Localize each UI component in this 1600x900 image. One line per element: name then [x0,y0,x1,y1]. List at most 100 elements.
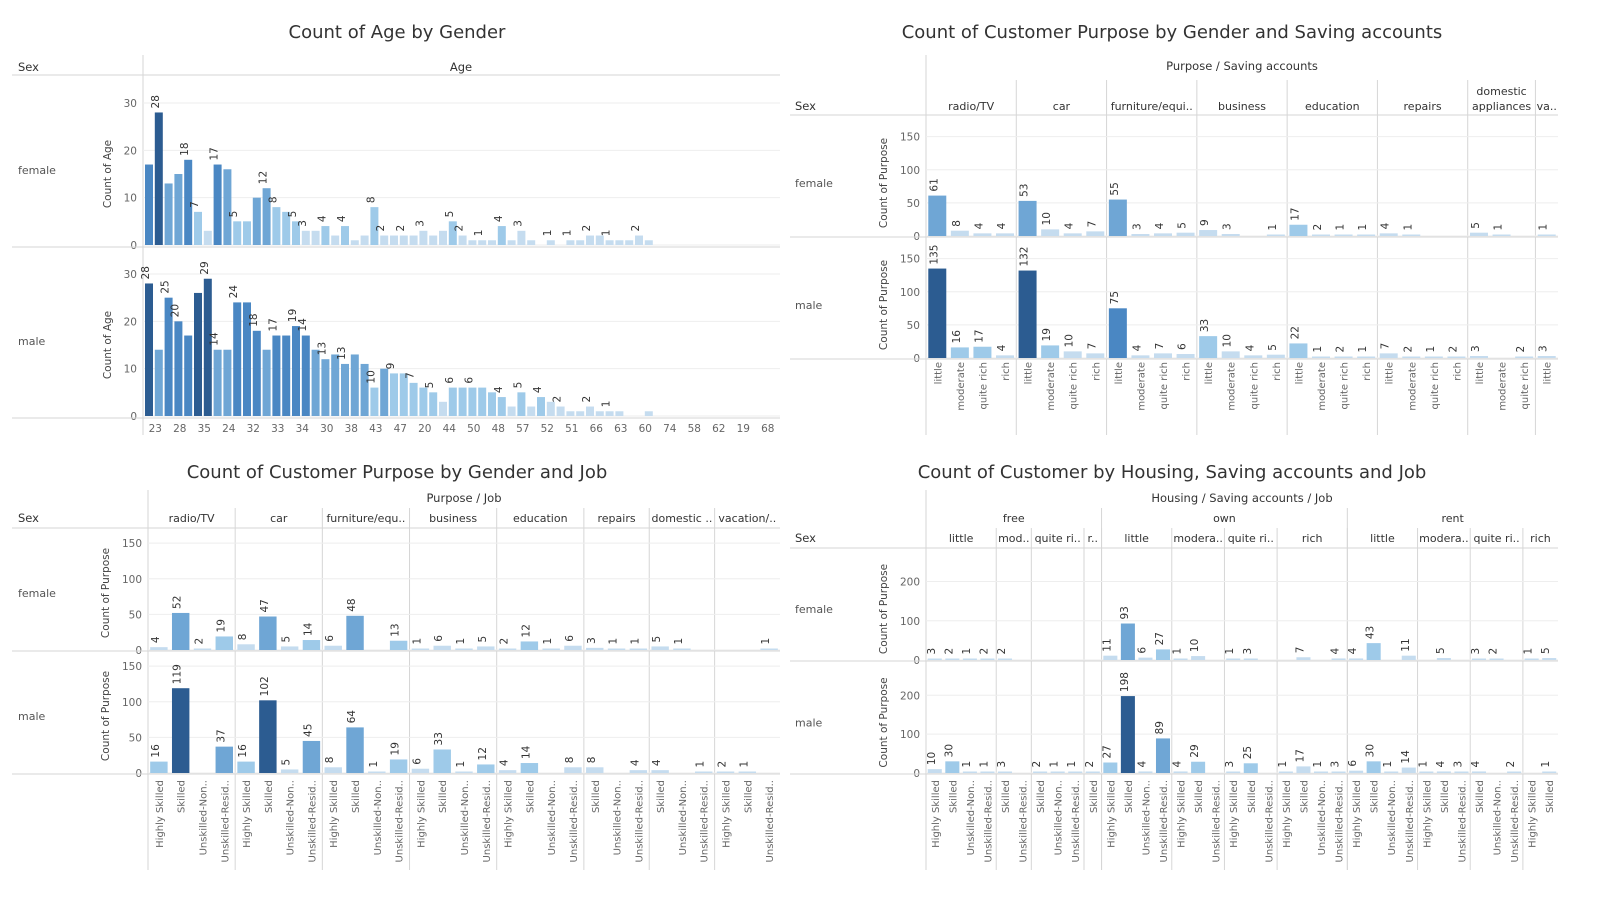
group-header: quite ri.. [1228,532,1274,545]
data-label-male: 4 [499,759,511,766]
x-tick-label: Skilled [438,780,449,813]
data-label-male: 4 [651,759,663,766]
age-by-gender-panel: Count of Age by Gender Sex Age female 0 10 20 3… [0,0,790,440]
data-label-male: 14 [1400,750,1412,764]
data-label-male: 7 [1154,343,1166,350]
x-tick-label: Unskilled-Resid.. [700,780,711,862]
bar-male [468,387,477,416]
bar-female [478,240,487,245]
bar-female [223,169,232,245]
data-label-male: 2 [1335,346,1347,353]
bar-male [1050,771,1065,773]
data-label-female: 1 [411,638,423,645]
bar-male [738,771,757,773]
bar-male [302,740,321,773]
x-tick-label: Unskilled-Non.. [1054,780,1065,855]
bar-female [282,211,291,245]
data-label-male: 132 [1019,247,1031,267]
bar-male [1331,771,1346,773]
bar-female [950,230,969,236]
bar-female [673,648,691,650]
data-label-male: 9 [385,363,397,370]
bar-female [237,644,255,650]
bar-male [507,406,516,416]
x-tick-label: Unskilled-Resid.. [220,780,231,862]
data-label-male: 19 [287,309,299,322]
bar-female [1492,234,1511,236]
y-axis-male-label: Count of Age [102,311,114,379]
bar-male [556,406,565,416]
bar-male [1086,353,1105,358]
bar-male [1120,696,1135,773]
bar-female [1120,623,1135,660]
y-axis-male-tick: 30 [124,269,137,281]
bar-female [477,646,495,650]
bar-female [945,658,960,660]
row-label-male: male [18,335,46,348]
x-tick-label: moderate [956,362,967,411]
bar-male [945,761,960,773]
bar-female [1357,234,1376,236]
bar-female [370,207,379,245]
bar-female [1018,200,1037,236]
data-label-female: 5 [1540,647,1552,654]
bar-female [1537,234,1556,236]
x-tick-label: Unskilled-Non.. [547,780,558,855]
row-label-male: male [795,299,823,312]
x-tick-label: Highly Skilled [242,780,253,848]
data-label-male: 6 [463,377,475,384]
x-tick-label: little [1024,362,1035,384]
x-tick-label: Skilled [1124,780,1135,813]
bar-female [1334,234,1353,236]
x-tick-label: 35 [198,423,211,435]
data-label-male: 8 [564,757,576,764]
x-tick-label: quite rich [1520,362,1531,409]
bar-male [1379,353,1398,358]
bar-female [1155,649,1171,660]
y-axis-male-tick: 150 [122,661,142,673]
x-tick-label: Unskilled-Resid.. [395,780,406,862]
y-axis-male-label: Count of Purpose [100,671,112,761]
purpose-job-panel: Count of Customer Purpose by Gender and … [0,440,790,880]
data-label-male: 6 [1347,760,1359,767]
data-label-male: 1 [978,761,990,768]
bar-female [433,645,451,650]
bar-male [458,387,467,416]
housing-chart: Count of Customer by Housing, Saving acc… [790,462,1558,870]
x-tick-label: moderate [1046,362,1057,411]
bar-male [1033,771,1048,773]
data-label-male: 29 [1189,744,1201,757]
x-tick-label: Unskilled-Non.. [1493,780,1504,855]
data-label-female: 4 [1330,647,1342,654]
data-label-male: 25 [160,280,172,293]
bar-female [542,648,560,650]
x-tick-label: 28 [173,423,186,435]
x-tick-label: Unskilled-Non.. [198,780,209,855]
bar-male [213,349,222,416]
bar-female [635,235,643,245]
data-label-female: 1 [1493,224,1505,231]
x-tick-label: quite rich [1430,362,1441,409]
data-label-female: 3 [1131,223,1143,230]
bar-female [243,221,251,245]
data-label-female: 14 [302,622,314,636]
x-tick-label: Skilled [264,780,275,813]
bar-male [595,411,604,416]
bar-female [193,648,212,650]
data-label-male: 45 [302,724,314,737]
bar-male [996,355,1014,358]
data-label-female: 9 [1199,219,1211,226]
bar-male [1068,771,1083,773]
data-label-female: 3 [512,220,524,227]
bar-female [272,207,281,245]
data-label-male: 7 [1380,343,1392,350]
data-label-female: 1 [629,638,641,645]
data-label-male: 4 [493,386,505,393]
data-label-male: 3 [1538,345,1550,352]
bar-male [171,688,190,773]
data-label-female: 5 [1470,222,1482,229]
bar-female [595,235,604,245]
bar-male [380,368,389,416]
data-label-male: 4 [1470,760,1482,767]
group-header: radio/TV [169,512,215,525]
